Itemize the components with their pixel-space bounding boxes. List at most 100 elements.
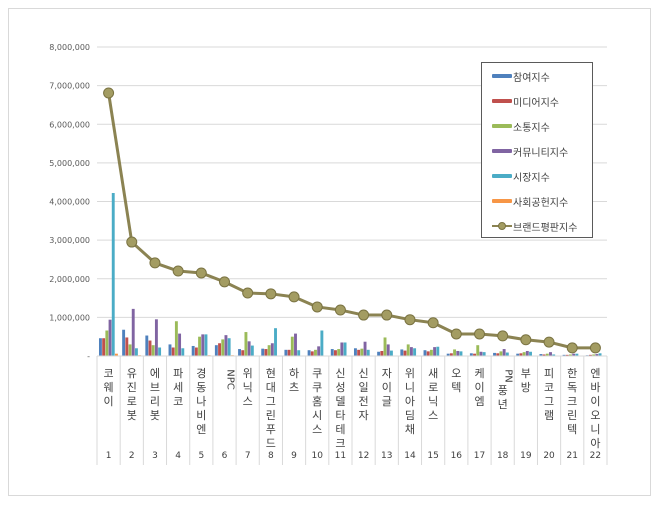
bar <box>592 354 596 356</box>
x-category-label: 신 <box>359 367 369 380</box>
x-rank-label: 12 <box>358 451 369 461</box>
bar <box>178 333 182 356</box>
x-category-label: 크 <box>567 395 577 408</box>
x-category-label: 오 <box>451 367 461 380</box>
line-marker <box>126 236 138 248</box>
bar <box>128 344 132 356</box>
bar <box>224 335 228 356</box>
x-category-label: 유 <box>127 367 137 380</box>
bar <box>148 340 152 356</box>
y-tick-label: 8,000,000 <box>49 43 90 52</box>
x-category-label: 글 <box>382 395 392 408</box>
bar <box>330 349 334 356</box>
x-category-label: 리 <box>150 395 160 408</box>
line-series <box>103 87 601 354</box>
x-category-label: 램 <box>544 409 554 422</box>
bar <box>366 349 370 356</box>
x-category-label: 피 <box>544 367 554 380</box>
x-category-label: 채 <box>405 423 415 436</box>
x-axis: 코웨이1유진로봇2에브리봇3파세코4경동나비엔5NPC6위닉스7현대그린푸드8하… <box>96 355 608 465</box>
x-rank-label: 15 <box>427 451 438 461</box>
bar <box>499 351 503 356</box>
legend-swatch-icon <box>492 199 512 203</box>
x-rank-label: 2 <box>129 451 135 461</box>
y-tick-label: 5,000,000 <box>49 159 90 168</box>
x-category-label: 나 <box>196 395 206 408</box>
bar <box>363 341 367 356</box>
bar <box>247 341 251 356</box>
x-category-label: 코 <box>544 381 554 394</box>
legend-item-social: 사회공헌지수 <box>492 194 568 209</box>
bar <box>181 348 185 356</box>
bar <box>562 354 566 356</box>
y-tick-label: 4,000,000 <box>49 198 90 207</box>
bar <box>453 349 457 356</box>
bar <box>476 345 480 356</box>
x-category-label: 스 <box>428 409 438 422</box>
bar-series <box>98 193 605 357</box>
bar <box>122 329 126 356</box>
x-category-label: 진 <box>127 381 137 394</box>
line-marker <box>219 276 230 288</box>
x-category-label: 자 <box>359 409 369 422</box>
bar <box>297 350 301 356</box>
bar <box>380 350 384 356</box>
x-category-label: 이 <box>104 395 114 408</box>
x-category-label: 하 <box>289 366 299 380</box>
bar <box>469 353 473 356</box>
bar <box>549 352 552 356</box>
legend-item-community: 커뮤니티지수 <box>492 144 568 159</box>
x-category-label: 봇 <box>127 409 137 422</box>
x-category-label: 위 <box>405 367 415 380</box>
x-category-label: 바 <box>590 381 600 394</box>
y-tick-label: - <box>87 352 90 361</box>
bar <box>102 338 106 356</box>
legend-item-participation: 참여지수 <box>492 69 550 84</box>
bar <box>482 352 486 356</box>
bar <box>433 347 437 356</box>
x-category-label: 타 <box>335 409 345 422</box>
bar <box>334 350 337 356</box>
x-category-label: 텍 <box>567 423 577 436</box>
bar <box>267 345 271 356</box>
bar <box>386 344 390 356</box>
bar <box>569 354 572 356</box>
bar <box>493 352 496 356</box>
bar <box>244 332 248 356</box>
line-marker <box>103 87 115 99</box>
bar <box>250 345 254 356</box>
x-rank-label: 14 <box>404 451 416 461</box>
legend-swatch-icon <box>492 174 512 178</box>
y-tick-label: 7,000,000 <box>49 82 90 91</box>
bar <box>201 334 205 356</box>
line-marker <box>566 342 578 354</box>
bar <box>436 346 440 356</box>
x-category-label: 파 <box>173 367 183 380</box>
x-rank-label: 11 <box>335 451 346 461</box>
x-category-label: 엔 <box>590 367 600 380</box>
bar <box>529 351 532 356</box>
x-category-label: 스 <box>243 395 253 408</box>
bar <box>505 352 509 356</box>
bar <box>274 328 277 356</box>
x-category-label: 쿠 <box>312 367 322 380</box>
bar <box>151 345 155 356</box>
bar <box>108 319 112 356</box>
line-marker <box>265 288 277 300</box>
bar <box>307 350 311 356</box>
bar <box>337 349 341 356</box>
legend-item-brand-reputation: 브랜드평판지수 <box>492 219 577 234</box>
y-axis: - 1,000,000 2,000,000 3,000,000 4,000,000 5,0… <box>49 43 90 361</box>
bar <box>145 335 149 356</box>
x-category-label: 동 <box>196 381 206 394</box>
x-category-label: 경 <box>196 367 206 380</box>
bar <box>552 354 556 356</box>
bar <box>516 353 520 356</box>
x-category-label: 아 <box>590 437 600 450</box>
bar <box>171 347 175 356</box>
legend-line-marker-icon <box>492 222 512 230</box>
x-category-label: 테 <box>335 423 345 436</box>
x-category-label: 닉 <box>243 381 253 394</box>
x-category-label: 아 <box>405 395 415 408</box>
bar <box>158 347 162 356</box>
